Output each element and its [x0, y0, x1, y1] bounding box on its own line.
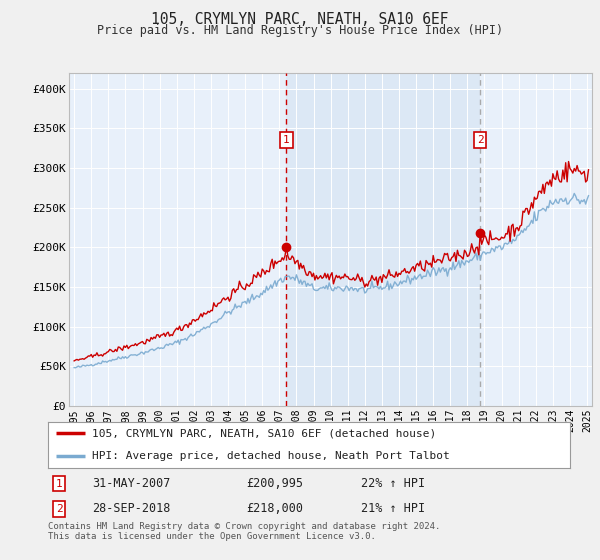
Text: £200,995: £200,995	[247, 477, 304, 490]
Text: 31-MAY-2007: 31-MAY-2007	[92, 477, 171, 490]
Text: £218,000: £218,000	[247, 502, 304, 515]
Text: 2: 2	[477, 135, 484, 145]
Bar	[286, 73, 480, 406]
Text: HPI: Average price, detached house, Neath Port Talbot: HPI: Average price, detached house, Neat…	[92, 451, 450, 461]
Text: 22% ↑ HPI: 22% ↑ HPI	[361, 477, 425, 490]
Text: 21% ↑ HPI: 21% ↑ HPI	[361, 502, 425, 515]
Text: Contains HM Land Registry data © Crown copyright and database right 2024.
This d: Contains HM Land Registry data © Crown c…	[48, 522, 440, 542]
Text: 1: 1	[283, 135, 290, 145]
Text: 28-SEP-2018: 28-SEP-2018	[92, 502, 171, 515]
Text: Price paid vs. HM Land Registry's House Price Index (HPI): Price paid vs. HM Land Registry's House …	[97, 24, 503, 37]
Text: 105, CRYMLYN PARC, NEATH, SA10 6EF: 105, CRYMLYN PARC, NEATH, SA10 6EF	[151, 12, 449, 27]
Text: 2: 2	[56, 504, 62, 514]
Text: 105, CRYMLYN PARC, NEATH, SA10 6EF (detached house): 105, CRYMLYN PARC, NEATH, SA10 6EF (deta…	[92, 428, 437, 438]
Text: 1: 1	[56, 479, 62, 489]
